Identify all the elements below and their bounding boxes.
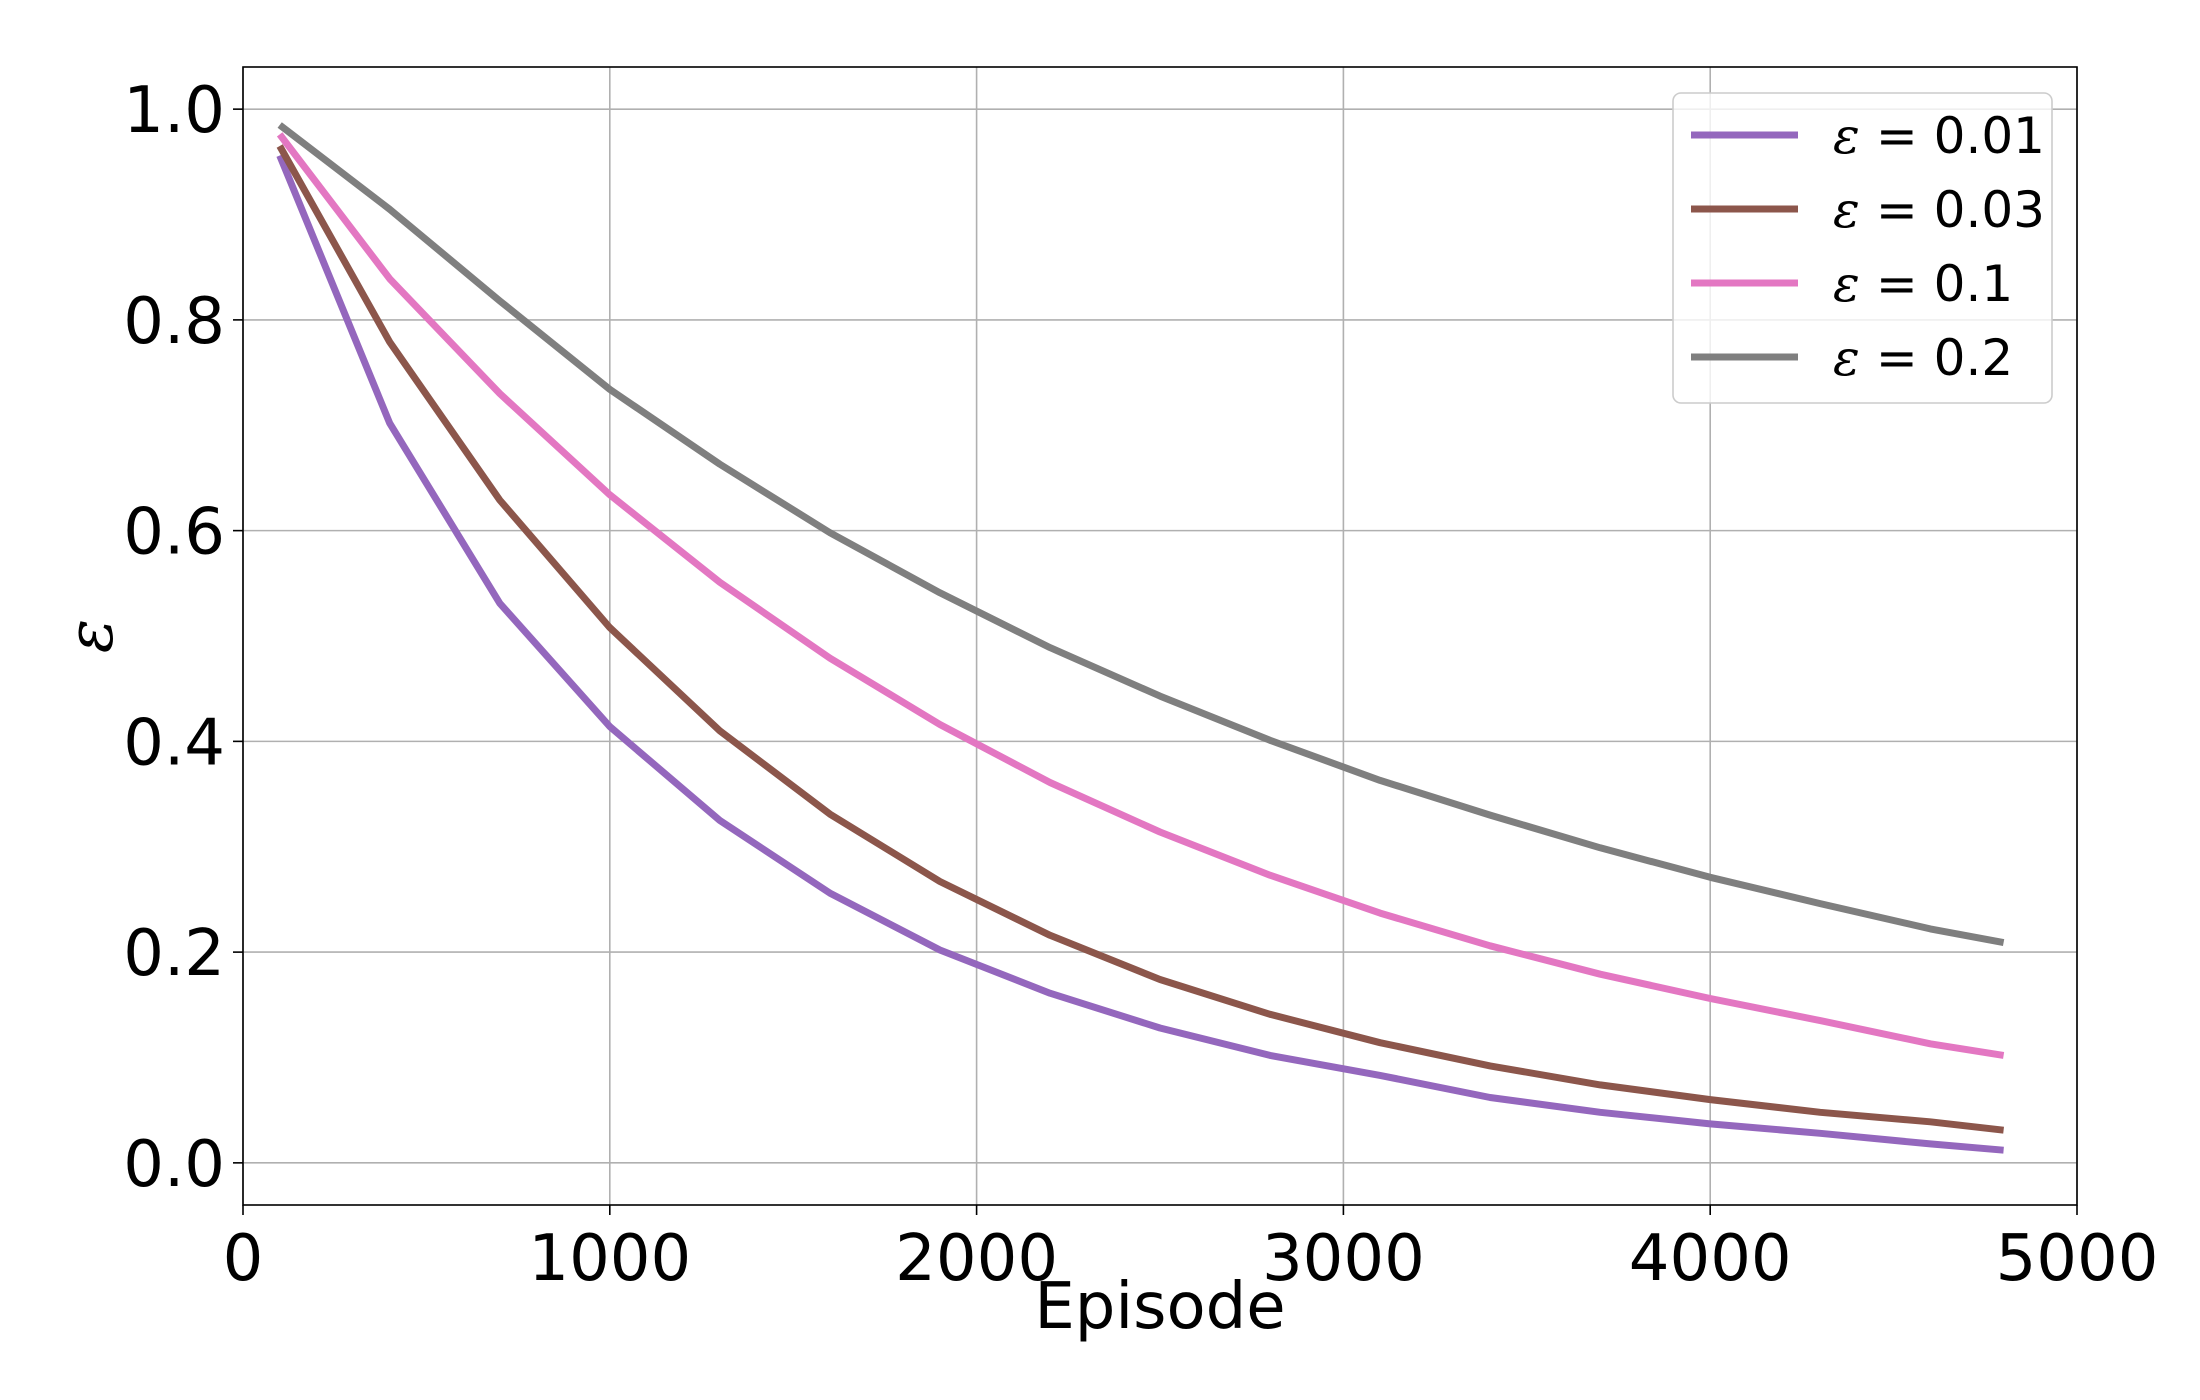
series-lines bbox=[276, 122, 2005, 1154]
legend-label: ε = 0.2 bbox=[1833, 329, 2013, 387]
y-axis-title: ε bbox=[54, 619, 128, 653]
legend-symbol: ε bbox=[1833, 181, 1860, 239]
series-line bbox=[277, 122, 2005, 947]
series-line bbox=[276, 144, 2004, 1134]
legend-value: = 0.1 bbox=[1876, 255, 2013, 313]
series-line bbox=[276, 132, 2005, 1059]
legend-items: ε = 0.01 ε = 0.03 ε = 0.1 ε = 0.2 bbox=[1691, 107, 2045, 387]
plot-frame bbox=[242, 66, 2078, 1206]
series-line bbox=[276, 154, 2004, 1154]
legend-symbol: ε bbox=[1833, 329, 1860, 387]
y-tick-label: 0.4 bbox=[123, 706, 225, 780]
legend-label: ε = 0.01 bbox=[1833, 107, 2045, 165]
x-tick-label: 2000 bbox=[895, 1222, 1058, 1296]
legend-item: ε = 0.01 bbox=[1691, 107, 2045, 165]
y-tick-label: 0.2 bbox=[123, 917, 225, 991]
x-axis-ticks: 0 1000 2000 3000 4000 5000 bbox=[223, 1205, 2159, 1296]
legend-value: = 0.03 bbox=[1876, 181, 2045, 239]
x-tick-label: 1000 bbox=[528, 1222, 691, 1296]
legend: ε = 0.01 ε = 0.03 ε = 0.1 ε = 0.2 bbox=[1672, 92, 2053, 404]
y-tick-label: 0.8 bbox=[123, 285, 225, 359]
x-axis-title: Episode bbox=[1034, 1270, 1285, 1344]
x-tick-label: 3000 bbox=[1262, 1222, 1425, 1296]
x-tick-label: 0 bbox=[223, 1222, 264, 1296]
y-axis-ticks: 0.0 0.2 0.4 0.6 0.8 1.0 bbox=[123, 74, 243, 1202]
legend-item: ε = 0.03 bbox=[1691, 181, 2045, 239]
y-tick-label: 1.0 bbox=[123, 74, 225, 148]
y-tick-label: 0.6 bbox=[123, 496, 225, 570]
x-tick-label: 5000 bbox=[1996, 1222, 2159, 1296]
legend-symbol: ε bbox=[1833, 107, 1860, 165]
x-tick-label: 4000 bbox=[1629, 1222, 1792, 1296]
legend-label: ε = 0.03 bbox=[1833, 181, 2045, 239]
legend-value: = 0.2 bbox=[1876, 329, 2013, 387]
y-tick-label: 0.0 bbox=[123, 1128, 225, 1202]
legend-label: ε = 0.1 bbox=[1833, 255, 2013, 313]
legend-item: ε = 0.1 bbox=[1691, 255, 2013, 313]
legend-value: = 0.01 bbox=[1876, 107, 2045, 165]
legend-symbol: ε bbox=[1833, 255, 1860, 313]
legend-item: ε = 0.2 bbox=[1691, 329, 2013, 387]
legend-box bbox=[1672, 92, 2053, 404]
